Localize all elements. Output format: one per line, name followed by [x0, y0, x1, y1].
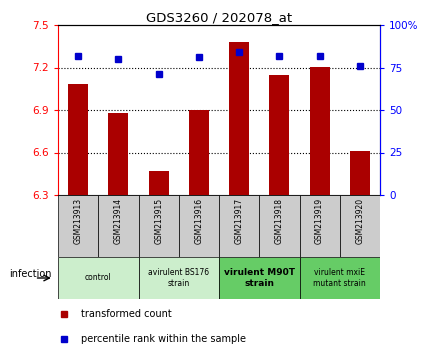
Text: percentile rank within the sample: percentile rank within the sample: [81, 333, 246, 344]
Bar: [139, 195, 179, 257]
Bar: [300, 257, 380, 299]
Bar: [219, 257, 300, 299]
Bar: [68, 85, 88, 195]
Text: GSM213920: GSM213920: [355, 198, 364, 244]
Bar: [58, 257, 139, 299]
Text: transformed count: transformed count: [81, 309, 171, 319]
Text: GSM213918: GSM213918: [275, 198, 284, 244]
Bar: [98, 195, 139, 257]
Title: GDS3260 / 202078_at: GDS3260 / 202078_at: [146, 11, 292, 24]
Text: GSM213914: GSM213914: [114, 198, 123, 244]
Bar: [259, 195, 300, 257]
Text: virulent mxiE
mutant strain: virulent mxiE mutant strain: [313, 268, 366, 288]
Bar: [149, 171, 169, 195]
Bar: [350, 151, 370, 195]
Bar: [139, 257, 219, 299]
Text: control: control: [85, 274, 112, 282]
Text: avirulent BS176
strain: avirulent BS176 strain: [148, 268, 209, 288]
Bar: [219, 195, 259, 257]
Bar: [58, 195, 98, 257]
Bar: [340, 195, 380, 257]
Text: GSM213913: GSM213913: [74, 198, 82, 244]
Text: virulent M90T
strain: virulent M90T strain: [224, 268, 295, 288]
Bar: [300, 195, 340, 257]
Bar: [179, 195, 219, 257]
Bar: [189, 110, 209, 195]
Text: GSM213916: GSM213916: [194, 198, 204, 244]
Bar: [108, 113, 128, 195]
Text: GSM213919: GSM213919: [315, 198, 324, 244]
Bar: [269, 75, 289, 195]
Bar: [309, 68, 330, 195]
Text: infection: infection: [9, 269, 51, 279]
Text: GSM213917: GSM213917: [235, 198, 244, 244]
Bar: [229, 42, 249, 195]
Text: GSM213915: GSM213915: [154, 198, 163, 244]
